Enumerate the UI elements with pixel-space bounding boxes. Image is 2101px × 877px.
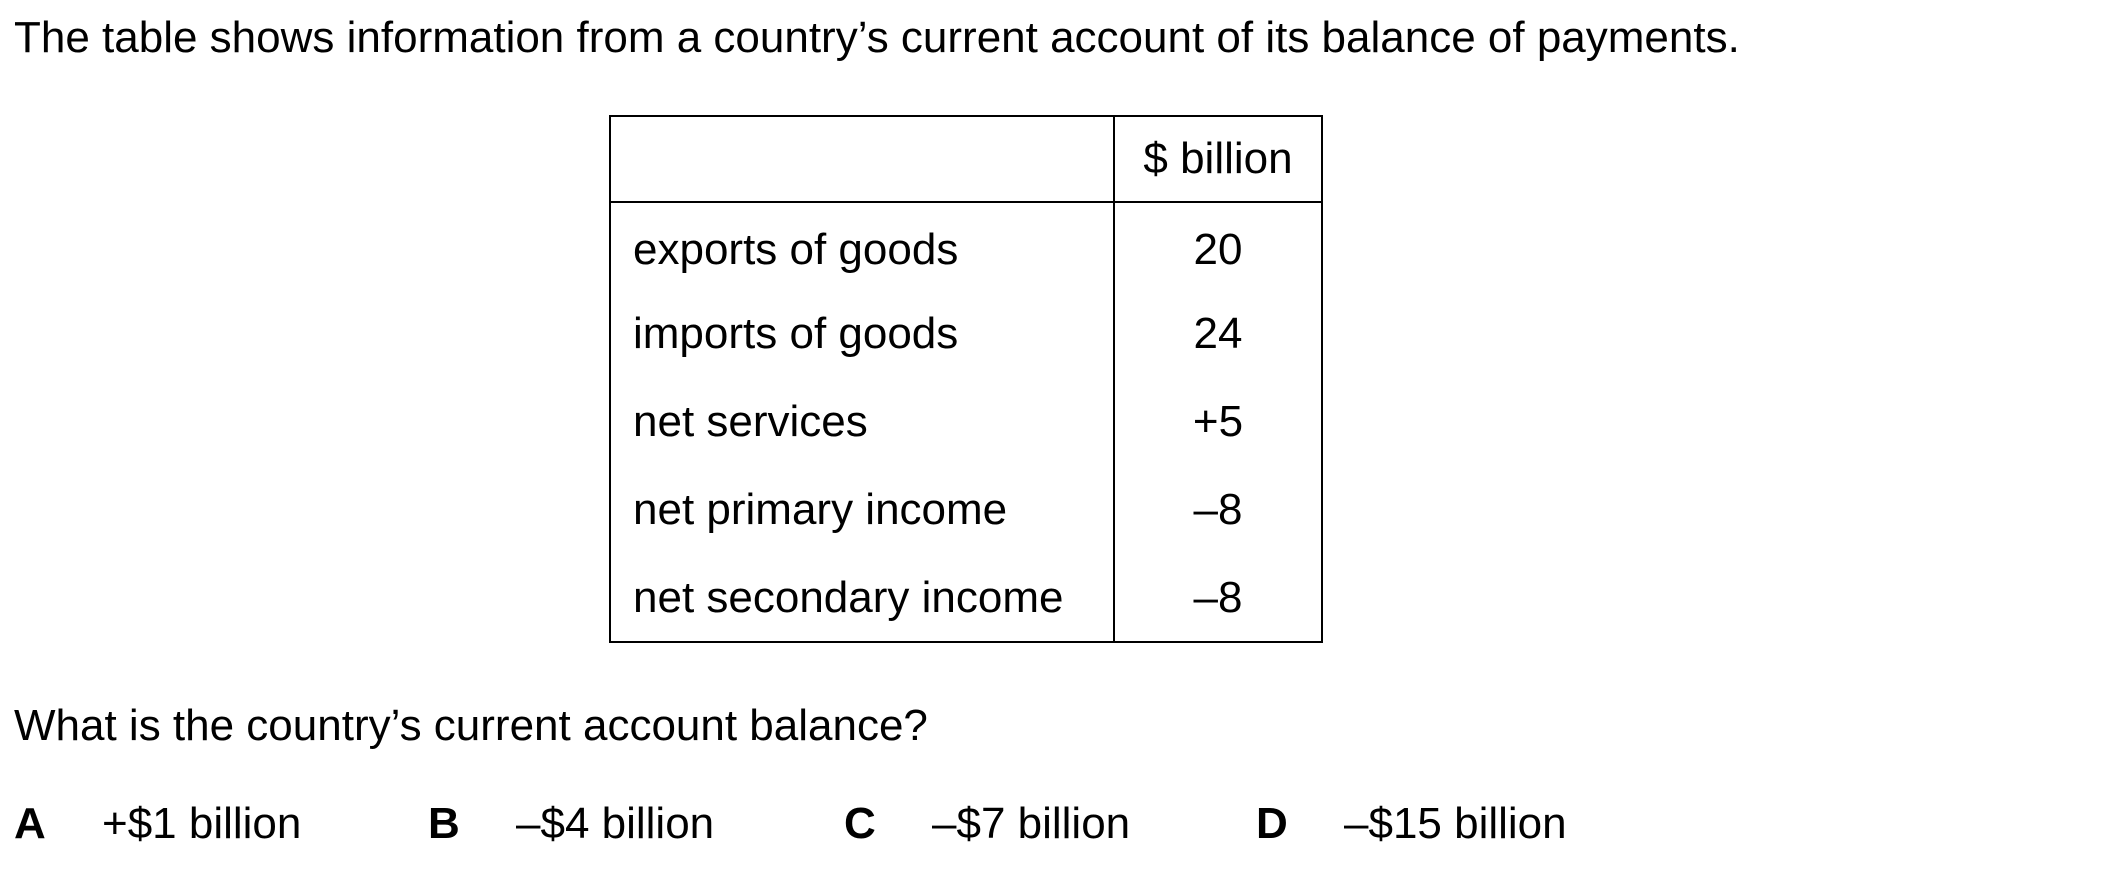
option-letter: C — [844, 799, 876, 848]
table-row: exports of goods 20 — [609, 202, 1323, 290]
table-row: net primary income –8 — [609, 466, 1323, 554]
option-text: –$15 billion — [1344, 799, 1567, 848]
table-row: imports of goods 24 — [609, 290, 1323, 378]
table-header-row: $ billion — [609, 115, 1323, 203]
row-value: +5 — [1113, 378, 1323, 466]
row-value: 24 — [1113, 290, 1323, 378]
option-text: –$7 billion — [932, 799, 1131, 848]
table-row: net services +5 — [609, 378, 1323, 466]
option-letter: D — [1256, 799, 1288, 848]
option-text: +$1 billion — [102, 799, 302, 848]
row-value: –8 — [1113, 466, 1323, 554]
row-value: –8 — [1113, 554, 1323, 643]
option-letter: B — [428, 799, 460, 848]
intro-text: The table shows information from a count… — [14, 13, 1740, 62]
value-column-header: $ billion — [1113, 115, 1323, 203]
row-label: imports of goods — [609, 290, 1115, 378]
table-row: net secondary income –8 — [609, 554, 1323, 643]
question-text: What is the country’s current account ba… — [14, 701, 928, 750]
item-column-header — [609, 115, 1115, 203]
row-label: net secondary income — [609, 554, 1115, 643]
row-value: 20 — [1113, 202, 1323, 290]
current-account-table: $ billion exports of goods 20 imports of… — [609, 115, 1323, 643]
option-letter: A — [14, 799, 46, 848]
row-label: exports of goods — [609, 202, 1115, 290]
row-label: net primary income — [609, 466, 1115, 554]
option-text: –$4 billion — [516, 799, 715, 848]
row-label: net services — [609, 378, 1115, 466]
